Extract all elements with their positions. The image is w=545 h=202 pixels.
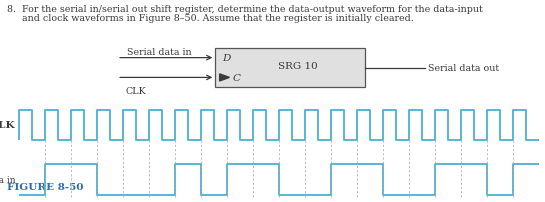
Text: Serial data in: Serial data in — [127, 47, 192, 56]
Text: SRG 10: SRG 10 — [278, 62, 318, 71]
Text: 8.  For the serial in/serial out shift register, determine the data-output wavef: 8. For the serial in/serial out shift re… — [7, 5, 483, 14]
Text: and clock waveforms in Figure 8–50. Assume that the register is initially cleare: and clock waveforms in Figure 8–50. Assu… — [7, 14, 414, 23]
Text: Serial data out: Serial data out — [428, 64, 499, 73]
Polygon shape — [220, 75, 229, 82]
Text: FIGURE 8-50: FIGURE 8-50 — [7, 182, 83, 191]
Text: C: C — [233, 74, 241, 82]
FancyBboxPatch shape — [215, 48, 365, 88]
Text: CLK: CLK — [0, 121, 16, 130]
Text: CLK: CLK — [126, 86, 147, 95]
Text: D: D — [222, 54, 230, 63]
Text: Serial data in: Serial data in — [0, 175, 16, 184]
